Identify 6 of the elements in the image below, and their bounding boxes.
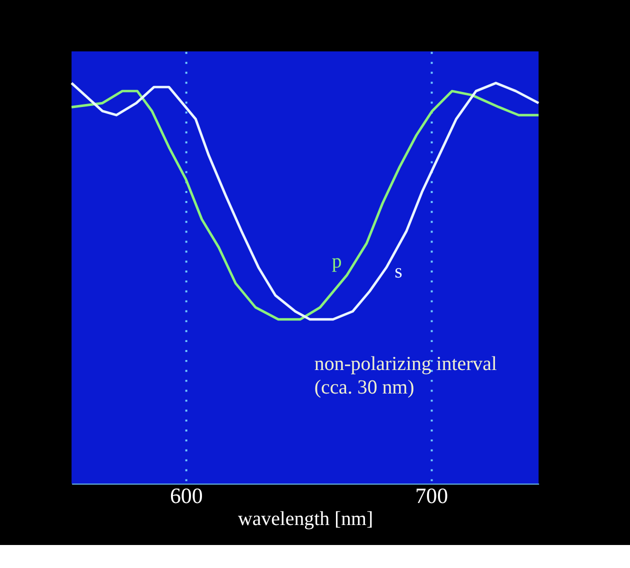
annotation: non-polarizing interval (cca. 30 nm) — [314, 352, 498, 399]
x-axis-title: wavelength [nm] — [238, 508, 374, 530]
series-label: p — [332, 250, 342, 272]
series-label: s — [394, 260, 403, 282]
x-tick-label: 700 — [415, 484, 448, 508]
x-tick-label: 600 — [170, 484, 203, 508]
